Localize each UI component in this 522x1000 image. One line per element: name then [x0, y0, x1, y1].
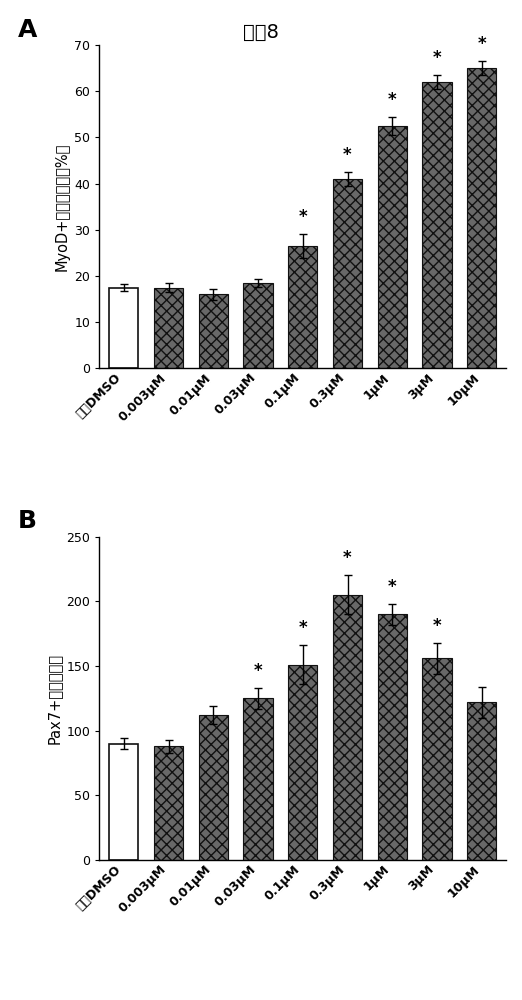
Text: *: *: [478, 35, 486, 53]
Text: *: *: [299, 619, 307, 637]
Bar: [243, 698, 272, 860]
Text: 供体8: 供体8: [243, 23, 279, 42]
Text: *: *: [343, 549, 352, 567]
Bar: [154, 288, 183, 368]
Bar: [154, 746, 183, 860]
Text: *: *: [299, 208, 307, 226]
Bar: [422, 82, 452, 368]
Bar: [333, 179, 362, 368]
Text: B: B: [18, 509, 37, 533]
Bar: [199, 715, 228, 860]
Bar: [467, 68, 496, 368]
Bar: [333, 595, 362, 860]
Text: *: *: [254, 662, 263, 680]
Bar: [378, 126, 407, 368]
Text: *: *: [388, 578, 397, 596]
Bar: [288, 246, 317, 368]
Bar: [467, 702, 496, 860]
Bar: [109, 288, 138, 368]
Text: *: *: [343, 146, 352, 164]
Bar: [422, 658, 452, 860]
Y-axis label: Pax7+细胞的数量: Pax7+细胞的数量: [47, 653, 62, 744]
Bar: [288, 665, 317, 860]
Bar: [378, 614, 407, 860]
Bar: [199, 294, 228, 368]
Text: *: *: [388, 91, 397, 109]
Bar: [109, 744, 138, 860]
Text: *: *: [433, 49, 441, 67]
Y-axis label: MyoD+细胞的比例（%）: MyoD+细胞的比例（%）: [55, 143, 70, 271]
Text: *: *: [433, 617, 441, 635]
Bar: [243, 283, 272, 368]
Text: A: A: [18, 18, 37, 42]
